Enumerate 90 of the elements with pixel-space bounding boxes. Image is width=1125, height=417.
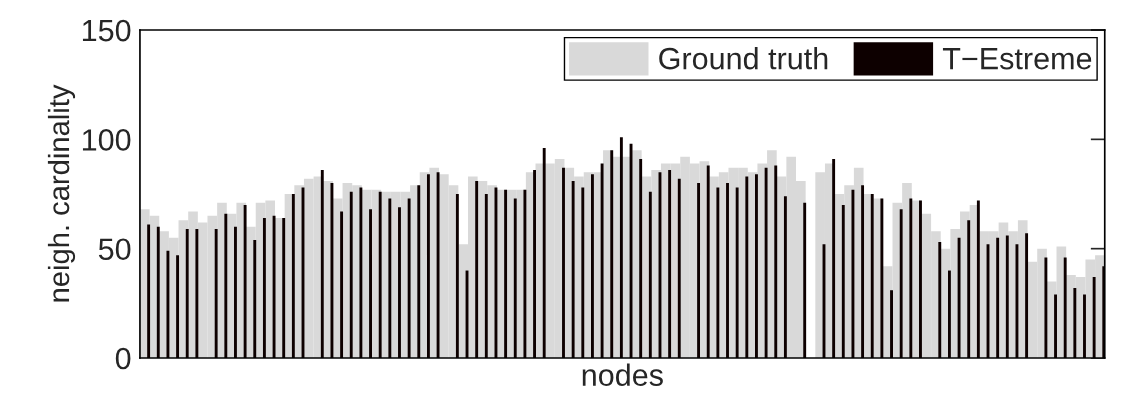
bar	[726, 183, 729, 358]
y-tick-label: 0	[115, 347, 131, 370]
bar	[1054, 294, 1057, 358]
y-tick-label: 150	[82, 19, 131, 42]
bar	[378, 191, 382, 358]
bar	[542, 148, 546, 358]
bar	[1044, 257, 1048, 358]
bar	[870, 194, 874, 358]
bar	[195, 228, 199, 358]
bar	[224, 213, 228, 358]
bar	[774, 165, 778, 358]
bar	[919, 200, 922, 358]
bar	[851, 189, 855, 358]
bar	[841, 204, 845, 358]
bar	[359, 187, 363, 358]
bar	[764, 167, 768, 358]
x-axis-title: nodes	[582, 363, 663, 386]
bar	[340, 211, 344, 358]
bar	[677, 178, 681, 358]
bar	[417, 185, 421, 358]
bar	[571, 180, 575, 358]
bar	[600, 163, 604, 358]
bar	[803, 202, 807, 358]
bar	[938, 242, 942, 358]
bar	[590, 174, 594, 358]
bar	[407, 198, 411, 358]
bar	[147, 224, 151, 358]
bar	[388, 198, 392, 358]
y-tick-label: 50	[98, 238, 131, 261]
bar	[523, 189, 527, 358]
bar	[320, 169, 324, 358]
bar	[783, 196, 787, 358]
bar	[253, 239, 257, 358]
bar	[947, 270, 951, 358]
bar	[976, 200, 980, 358]
bar	[234, 226, 237, 358]
bar	[639, 159, 643, 358]
bar	[330, 183, 334, 358]
bar	[668, 169, 672, 358]
bar	[1063, 257, 1067, 358]
bar	[1073, 288, 1077, 358]
bar	[1083, 294, 1086, 358]
bar	[426, 174, 430, 358]
bar	[272, 215, 276, 358]
bar	[533, 169, 536, 358]
bar	[996, 237, 1000, 358]
bar	[562, 167, 565, 358]
bar	[899, 209, 903, 358]
bar	[455, 194, 459, 358]
bar	[156, 226, 160, 358]
bar	[504, 189, 508, 358]
bar	[610, 150, 614, 358]
bar	[648, 191, 652, 358]
bar	[176, 255, 180, 358]
bar	[475, 180, 479, 358]
bar	[832, 159, 836, 358]
bar	[436, 172, 440, 358]
bar	[369, 209, 372, 358]
bar	[262, 218, 266, 358]
bar	[349, 191, 353, 358]
bar	[957, 237, 961, 358]
bar	[1092, 277, 1096, 358]
bar	[282, 218, 286, 358]
bar	[755, 174, 758, 358]
bar	[214, 228, 218, 358]
bar	[1025, 233, 1029, 358]
bar	[166, 250, 170, 358]
bar	[398, 207, 401, 358]
bar	[291, 194, 295, 358]
bar	[484, 194, 488, 358]
bar	[890, 290, 893, 358]
bar	[243, 204, 247, 358]
bar	[716, 187, 720, 358]
bar	[880, 198, 884, 358]
bar	[745, 176, 749, 358]
bar	[185, 228, 189, 358]
bar	[706, 165, 710, 358]
y-tick-label: 100	[82, 129, 131, 151]
bar	[697, 183, 701, 358]
bar	[861, 185, 865, 358]
legend-label: Ground truth	[659, 46, 828, 70]
bar	[619, 137, 623, 358]
bar	[513, 198, 517, 358]
bar	[909, 198, 913, 358]
y-axis-title: neigh. cardinality	[47, 84, 76, 302]
bar	[1005, 235, 1009, 358]
bar	[735, 187, 739, 358]
legend-label: T−Estreme	[942, 48, 1092, 70]
bar	[581, 187, 585, 358]
bar	[967, 220, 971, 358]
